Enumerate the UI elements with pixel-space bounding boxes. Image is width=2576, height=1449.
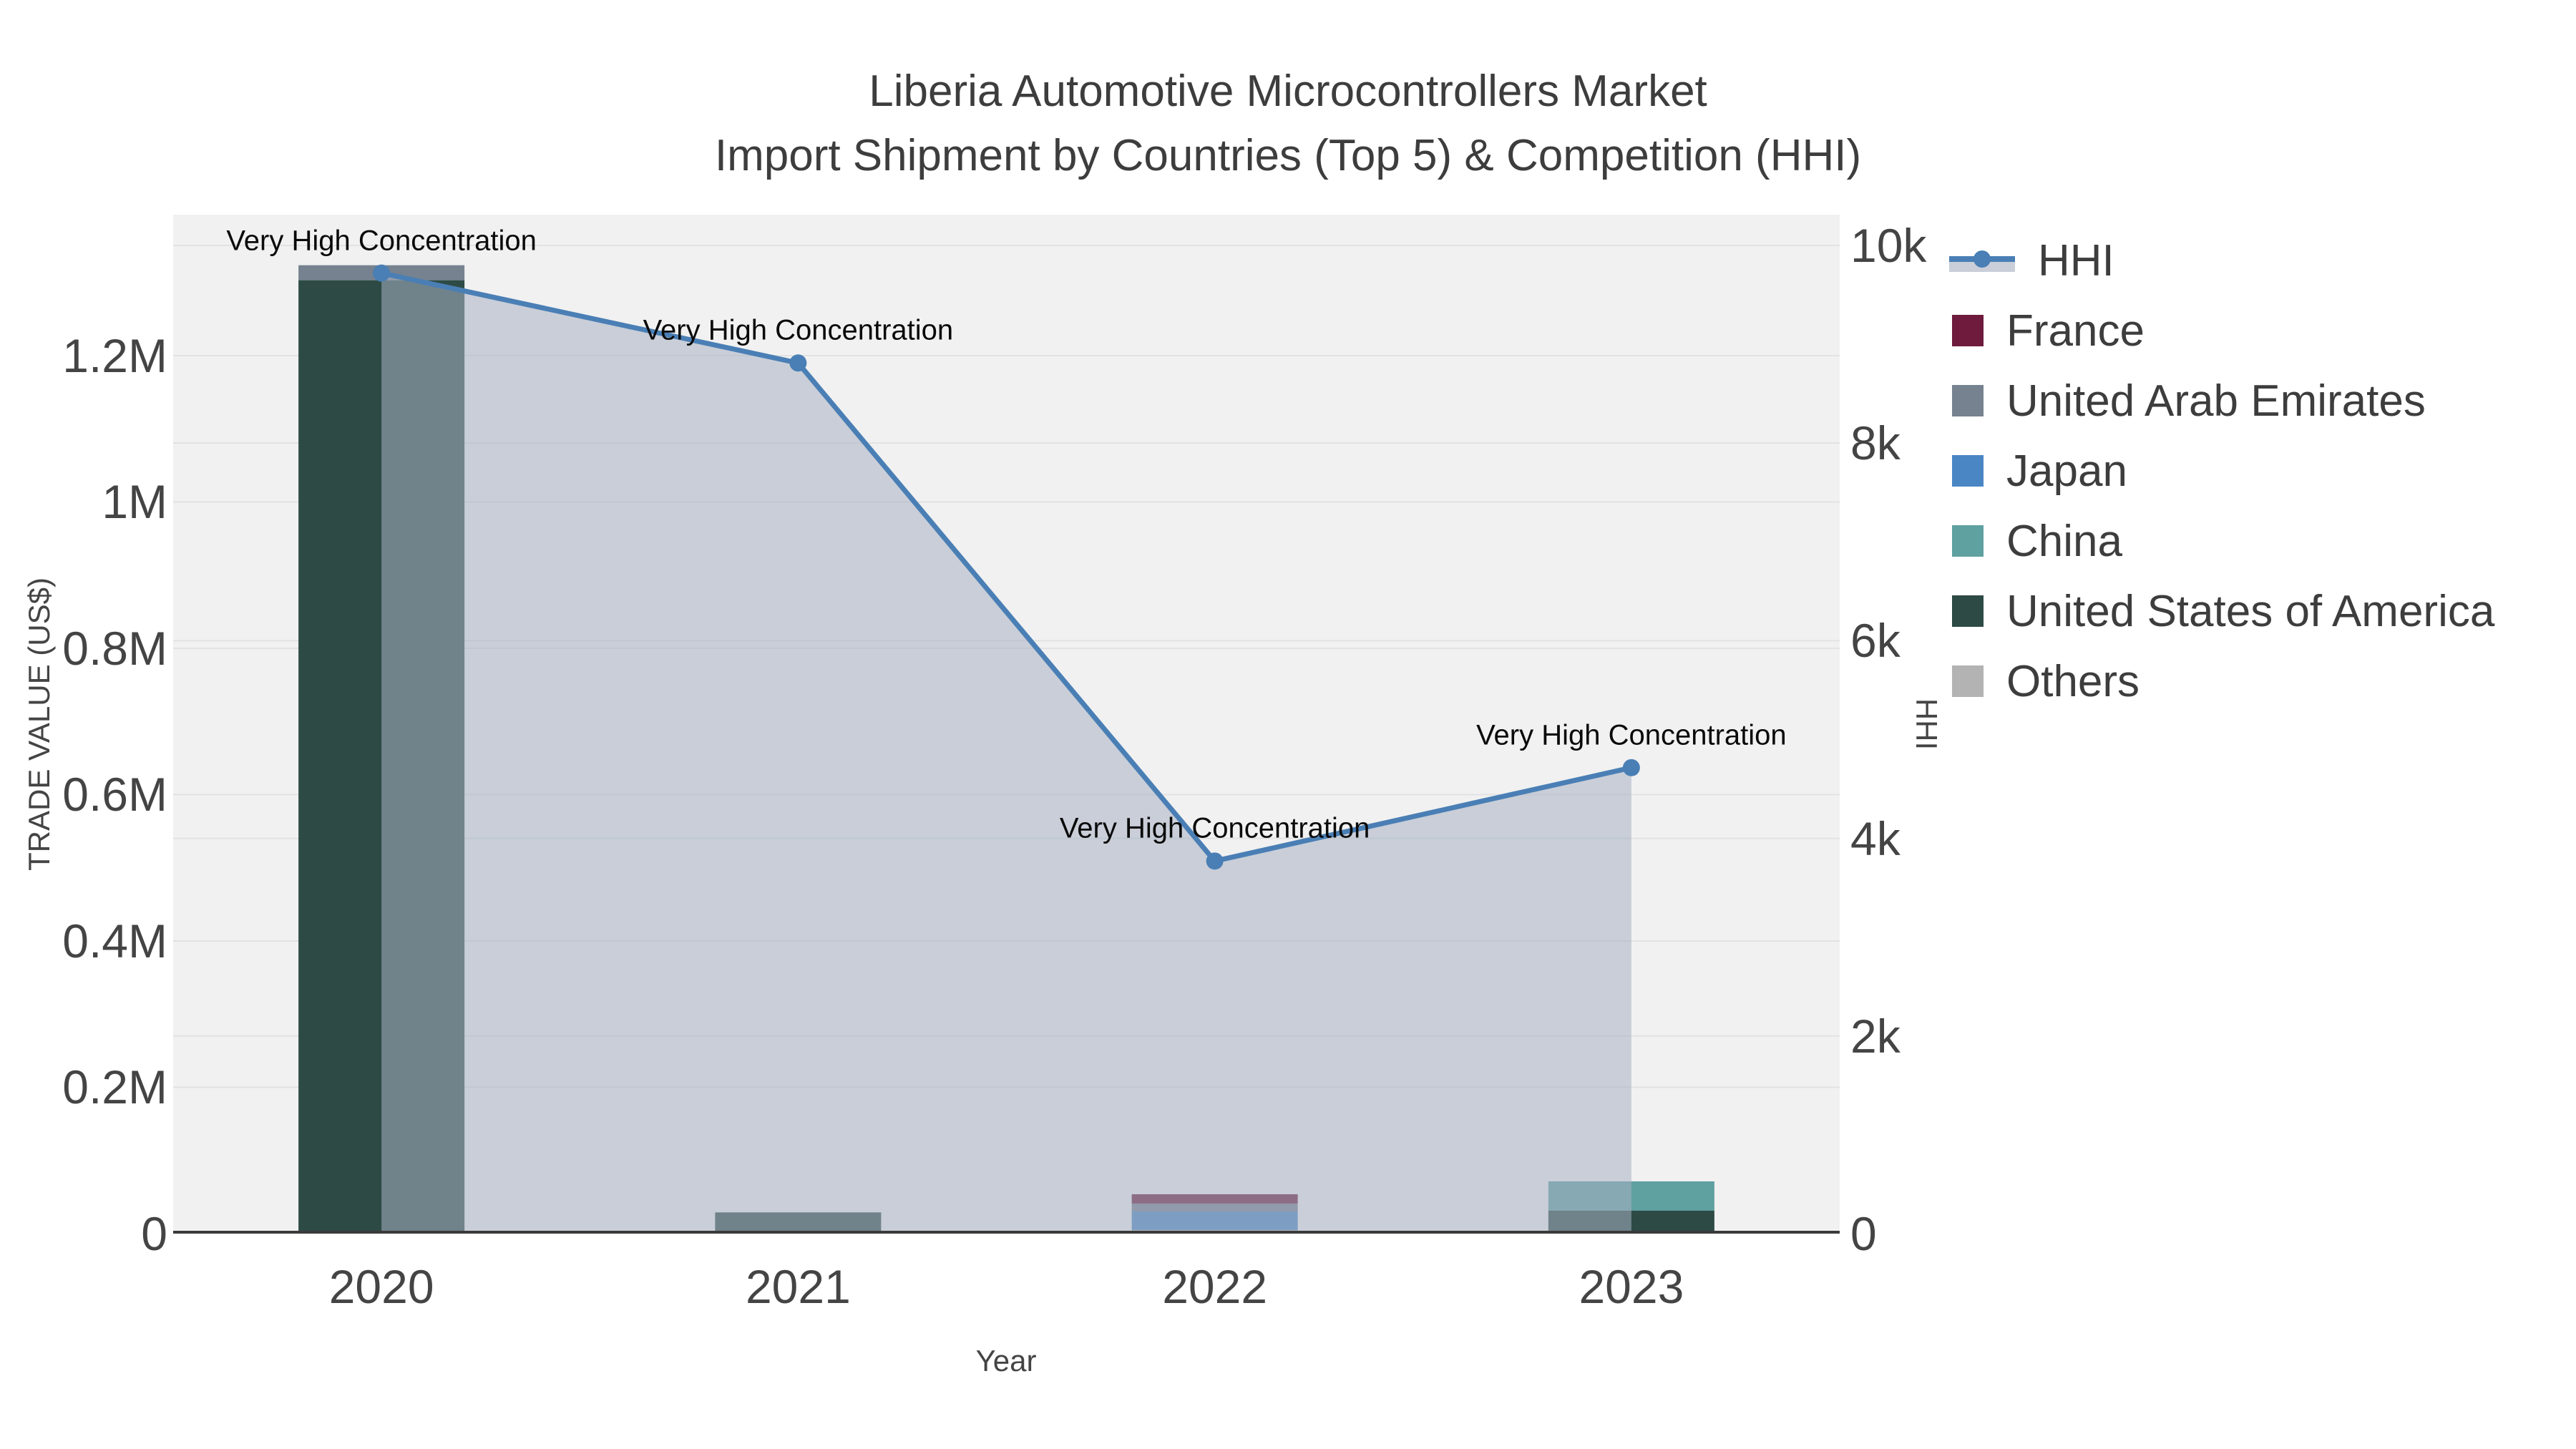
chart-subtitle: Import Shipment by Countries (Top 5) & C… xyxy=(714,131,1862,180)
y-left-tick-0.6M: 0.6M xyxy=(62,768,167,821)
hhi-marker-2020 xyxy=(373,264,391,282)
legend-label: China xyxy=(2006,516,2122,566)
x-tick-2020: 2020 xyxy=(328,1260,434,1313)
plot-area xyxy=(173,215,1840,1234)
legend-swatch-icon xyxy=(1952,455,1984,487)
legend-item-others[interactable]: Others xyxy=(1949,646,2140,716)
legend-swatch-icon xyxy=(1952,315,1984,346)
legend-item-france[interactable]: France xyxy=(1949,296,2145,366)
y-right-tick-10k: 10k xyxy=(1850,218,1927,272)
hhi-marker-2021 xyxy=(789,354,807,372)
legend-swatch-icon xyxy=(1952,665,1984,697)
legend-item-japan[interactable]: Japan xyxy=(1949,436,2127,506)
y-left-tick-1M: 1M xyxy=(102,475,167,529)
y-left-tick-1.2M: 1.2M xyxy=(62,328,167,382)
y-right-tick-2k: 2k xyxy=(1850,1009,1901,1063)
legend-item-china[interactable]: China xyxy=(1949,506,2122,576)
y-left-tick-0.2M: 0.2M xyxy=(62,1060,167,1114)
legend-label: Others xyxy=(2006,656,2140,706)
legend-label: United States of America xyxy=(2006,586,2495,636)
legend-label: France xyxy=(2006,306,2145,356)
y-right-tick-8k: 8k xyxy=(1850,416,1901,470)
legend-item-hhi[interactable]: HHI xyxy=(1949,225,2114,296)
annotation-2021: Very High Concentration xyxy=(643,314,954,346)
y-right-tick-6k: 6k xyxy=(1850,614,1901,668)
legend-swatch-icon xyxy=(1952,385,1984,416)
y-right-axis-title: HHI xyxy=(1910,698,1943,751)
hhi-marker-2022 xyxy=(1206,852,1224,870)
hhi-line xyxy=(381,270,1632,864)
x-tick-2022: 2022 xyxy=(1162,1260,1268,1313)
hhi-line-legend-icon xyxy=(1949,245,2015,276)
y-left-tick-0.8M: 0.8M xyxy=(62,621,167,675)
x-tick-2023: 2023 xyxy=(1579,1260,1684,1313)
hhi-area-fill xyxy=(381,273,1631,1234)
hhi-marker-2023 xyxy=(1622,758,1640,776)
hhi-marker-icon xyxy=(1974,250,1991,268)
annotation-2023: Very High Concentration xyxy=(1476,719,1787,751)
y-left-tick-0: 0 xyxy=(141,1207,167,1260)
legend-label: United Arab Emirates xyxy=(2006,376,2426,426)
y-right-tick-0: 0 xyxy=(1850,1207,1877,1260)
y-left-axis-title: TRADE VALUE (US$) xyxy=(22,577,56,871)
chart-title: Liberia Automotive Microcontrollers Mark… xyxy=(869,67,1707,116)
x-tick-2021: 2021 xyxy=(745,1260,851,1313)
y-left-tick-0.4M: 0.4M xyxy=(62,914,167,967)
annotation-2022: Very High Concentration xyxy=(1059,812,1370,844)
legend-item-united-arab-emirates[interactable]: United Arab Emirates xyxy=(1949,366,2426,436)
legend-swatch-icon xyxy=(1952,595,1984,627)
y-right-tick-4k: 4k xyxy=(1850,811,1901,865)
legend-item-united-states-of-america[interactable]: United States of America xyxy=(1949,576,2494,646)
legend-swatch-icon xyxy=(1952,525,1984,557)
plot-canvas xyxy=(173,244,1840,1234)
annotation-2020: Very High Concentration xyxy=(226,225,537,257)
legend-label: HHI xyxy=(2038,235,2114,286)
x-axis-title: Year xyxy=(975,1344,1037,1377)
legend-label: Japan xyxy=(2006,446,2127,496)
